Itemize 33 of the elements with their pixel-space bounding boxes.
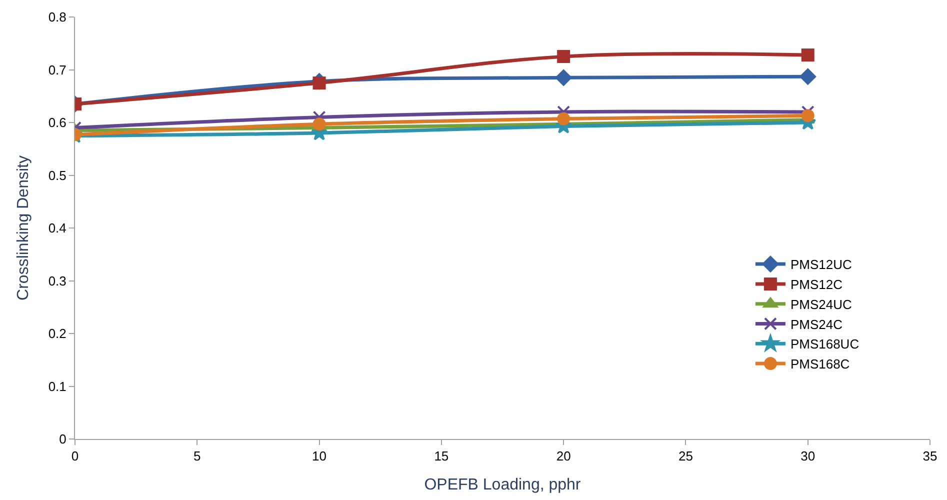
legend-label: PMS12UC bbox=[790, 257, 852, 272]
point bbox=[557, 112, 570, 126]
x-tick-label: 25 bbox=[678, 448, 693, 464]
point bbox=[555, 70, 572, 86]
y-tick-label: 0.4 bbox=[48, 220, 66, 236]
y-tick-label: 0 bbox=[59, 432, 66, 447]
point bbox=[801, 48, 814, 62]
legend-label: PMS24C bbox=[790, 316, 842, 332]
legend-label: PMS168C bbox=[790, 356, 850, 372]
y-tick-label: 0.2 bbox=[48, 326, 66, 342]
y-tick-label: 0.7 bbox=[48, 62, 66, 78]
y-tick-label: 0.1 bbox=[48, 378, 66, 394]
x-axis-title: OPEFB Loading, pphr bbox=[424, 476, 582, 494]
y-axis-title: Crosslinking Density bbox=[15, 156, 32, 300]
x-tick-label: 15 bbox=[434, 448, 449, 464]
point bbox=[801, 109, 814, 122]
x-tick-label: 30 bbox=[800, 448, 816, 464]
point bbox=[800, 68, 816, 85]
y-tick-label: 0.6 bbox=[48, 115, 66, 130]
point bbox=[557, 50, 570, 64]
y-tick-label: 0.3 bbox=[48, 273, 66, 288]
x-tick-label: 10 bbox=[312, 448, 327, 464]
x-tick-label: 5 bbox=[194, 448, 201, 464]
x-tick-label: 0 bbox=[71, 448, 79, 464]
y-tick-label: 0.8 bbox=[48, 10, 66, 25]
legend-label: PMS168UC bbox=[790, 336, 860, 352]
y-tick-label: 0.5 bbox=[48, 168, 66, 183]
point bbox=[557, 105, 570, 118]
legend-label: PMS12C bbox=[790, 277, 842, 292]
legend-label: PMS24UC bbox=[790, 296, 852, 312]
x-tick-label: 35 bbox=[922, 448, 938, 464]
point bbox=[312, 118, 326, 131]
x-tick-label: 20 bbox=[556, 448, 571, 464]
